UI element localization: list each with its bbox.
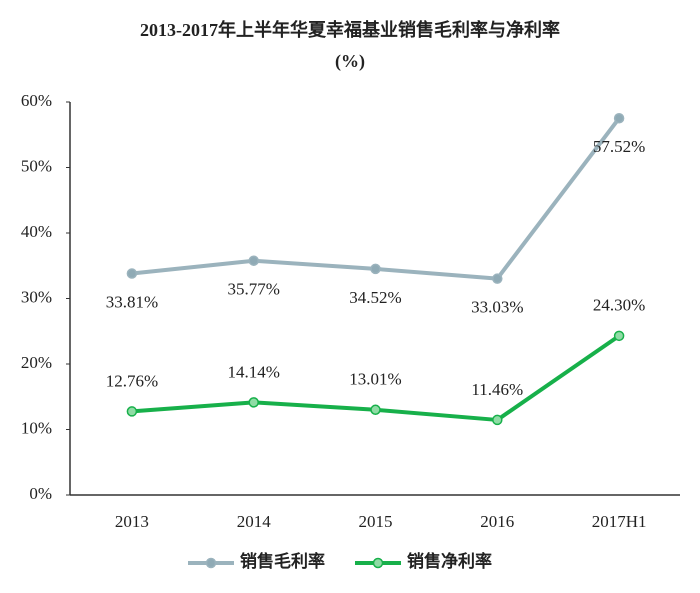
point [370, 404, 381, 416]
point [492, 273, 503, 284]
y-tick-label: 40% [21, 222, 52, 241]
data-label: 35.77% [227, 280, 279, 299]
point [370, 263, 381, 275]
x-tick-label: 2016 [480, 512, 514, 531]
data-label: 57.52% [593, 137, 645, 156]
point [248, 397, 259, 408]
chart-title: 2013-2017年上半年华夏幸福基业销售毛利率与净利率 [140, 19, 560, 40]
x-tick-label: 2015 [359, 512, 393, 531]
data-label: 24.30% [593, 296, 645, 315]
point [126, 268, 138, 279]
data-label: 12.76% [106, 371, 158, 390]
point [492, 414, 503, 426]
data-label: 11.46% [471, 380, 523, 399]
y-tick-label: 30% [21, 287, 52, 306]
data-label: 13.01% [349, 370, 401, 389]
data-label: 14.14% [227, 362, 279, 381]
legend-marker [372, 557, 384, 569]
data-label: 33.81% [106, 292, 158, 311]
y-tick-label: 10% [21, 418, 52, 437]
legend-label: 销售毛利率 [240, 551, 325, 571]
y-tick-label: 0% [29, 484, 52, 503]
x-tick-label: 2017H1 [592, 512, 647, 531]
chart-subtitle: (%) [335, 51, 365, 72]
x-tick-label: 2013 [115, 512, 149, 531]
y-tick-label: 20% [21, 353, 52, 372]
point [248, 255, 259, 266]
data-label: 34.52% [349, 288, 401, 307]
y-tick-label: 50% [21, 156, 52, 175]
point [613, 330, 625, 342]
point [613, 112, 625, 124]
x-tick-label: 2014 [237, 512, 272, 531]
series-line [131, 117, 621, 281]
data-label: 33.03% [471, 298, 523, 317]
legend-label: 销售净利率 [407, 551, 492, 571]
y-tick-label: 60% [21, 91, 52, 110]
legend-marker [205, 557, 217, 569]
point [126, 406, 138, 417]
